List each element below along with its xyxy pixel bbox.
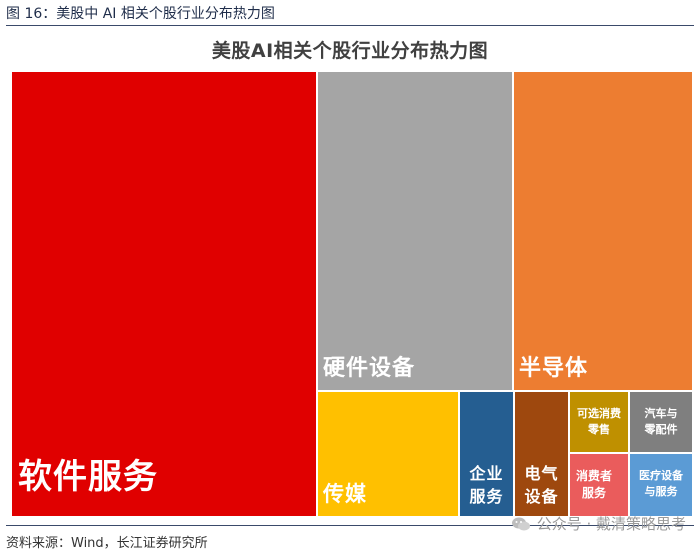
tile-label: 医疗设备 与服务 (639, 469, 683, 498)
tile-label: 汽车与 零配件 (644, 407, 678, 436)
tile-semiconductor[interactable]: 半导体 (514, 72, 692, 390)
treemap-chart: 美股AI相关个股行业分布热力图 软件服务 硬件设备 半导体 传媒 企业 服务 电气… (6, 28, 694, 520)
wechat-icon (511, 517, 530, 530)
tile-enterprise-services[interactable]: 企业 服务 (460, 392, 513, 516)
tile-hardware-equipment[interactable]: 硬件设备 (318, 72, 512, 390)
tile-auto-parts[interactable]: 汽车与 零配件 (630, 392, 692, 452)
watermark: 公众号 · 戴清策略思考 (511, 513, 686, 534)
tile-label: 可选消费 零售 (577, 407, 621, 436)
tile-label: 传媒 (323, 482, 367, 506)
figure-caption: 图 16：美股中 AI 相关个股行业分布热力图 (6, 3, 694, 26)
tile-discretionary-retail[interactable]: 可选消费 零售 (570, 392, 628, 452)
tile-media[interactable]: 传媒 (318, 392, 458, 516)
chart-title: 美股AI相关个股行业分布热力图 (211, 40, 489, 62)
watermark-text: 公众号 · 戴清策略思考 (536, 515, 686, 533)
tile-medical-devices[interactable]: 医疗设备 与服务 (630, 454, 692, 516)
tile-label: 消费者 服务 (576, 469, 613, 501)
tile-software-services[interactable]: 软件服务 (12, 72, 316, 516)
source-note: 资料来源：Wind，长江证券研究所 (6, 525, 694, 551)
tile-label: 电气 设备 (524, 463, 559, 506)
tile-consumer-services[interactable]: 消费者 服务 (570, 454, 628, 516)
tile-label: 企业 服务 (469, 463, 504, 506)
tile-label: 硬件设备 (323, 356, 416, 381)
tile-electrical-equipment[interactable]: 电气 设备 (515, 392, 568, 516)
tile-label: 软件服务 (18, 457, 158, 497)
tile-label: 半导体 (519, 356, 589, 381)
